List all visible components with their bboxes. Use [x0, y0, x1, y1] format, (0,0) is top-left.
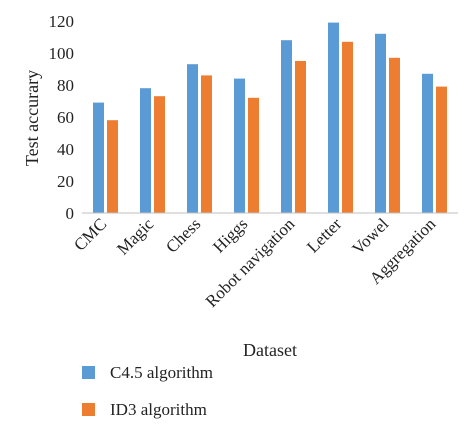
y-axis-ticks: 0 20 40 60 80 100 120 [49, 12, 75, 223]
bar-id3 [342, 41, 353, 213]
y-tick-label: 0 [66, 204, 75, 223]
legend-swatch [82, 366, 95, 379]
x-tick-label: Vowel [348, 214, 392, 258]
legend-swatch [82, 403, 95, 416]
bar-c45 [422, 73, 433, 213]
bar-id3 [107, 120, 118, 213]
bar-id3 [295, 61, 306, 213]
bar-id3 [201, 75, 212, 214]
bar-id3 [154, 96, 165, 213]
y-tick-label: 100 [49, 44, 75, 63]
bar-c45 [281, 40, 292, 214]
x-tick-label: Higgs [209, 214, 251, 256]
bar-id3 [389, 57, 400, 213]
bar-id3 [248, 97, 259, 213]
bar-id3 [436, 86, 447, 213]
x-axis-title: Dataset [243, 340, 297, 360]
x-tick-label: CMC [70, 214, 110, 254]
bar-c45 [140, 88, 151, 213]
legend: C4.5 algorithm ID3 algorithm [82, 363, 213, 419]
x-tick-label: Chess [162, 214, 204, 256]
legend-label: C4.5 algorithm [110, 363, 213, 382]
bar-c45 [187, 64, 198, 213]
bar-c45 [93, 102, 104, 213]
y-tick-label: 120 [49, 12, 75, 31]
bar-c45 [328, 22, 339, 213]
legend-label: ID3 algorithm [110, 400, 207, 419]
bars [93, 22, 447, 214]
x-tick-label: Magic [113, 214, 157, 258]
x-tick-label: Letter [303, 214, 345, 256]
y-axis-title: Test accurary [22, 70, 42, 166]
y-tick-label: 60 [57, 108, 74, 127]
y-tick-label: 80 [57, 76, 74, 95]
y-tick-label: 20 [57, 172, 74, 191]
y-tick-label: 40 [57, 140, 74, 159]
bar-c45 [375, 33, 386, 213]
bar-c45 [234, 78, 245, 213]
